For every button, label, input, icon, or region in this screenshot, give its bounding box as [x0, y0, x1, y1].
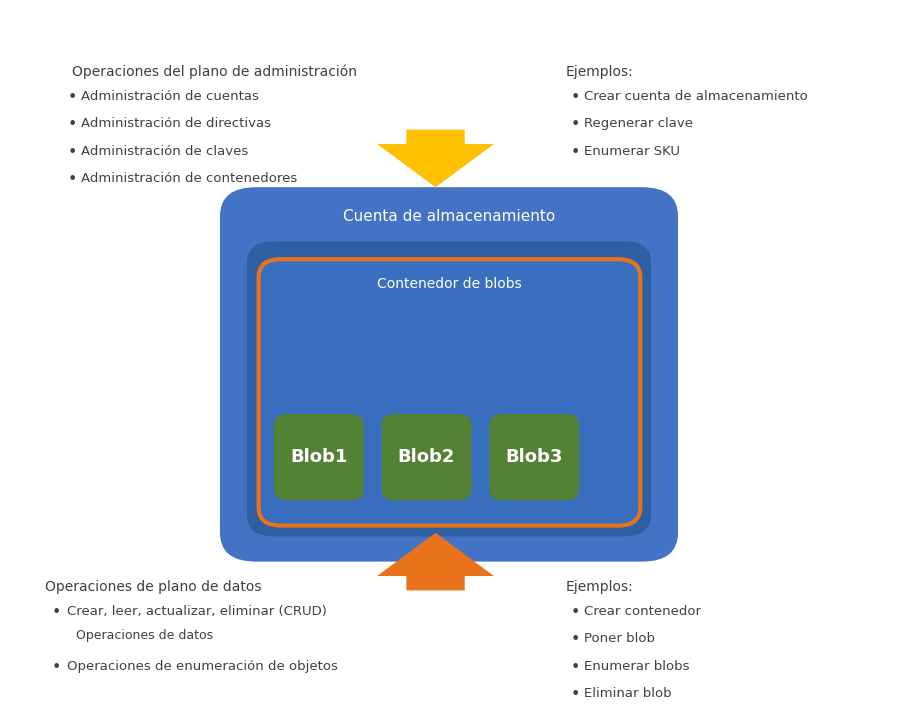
FancyBboxPatch shape	[489, 414, 579, 500]
Text: Contenedor de blobs: Contenedor de blobs	[377, 277, 522, 291]
Text: Ejemplos:: Ejemplos:	[566, 580, 633, 593]
Text: •: •	[570, 90, 579, 105]
Text: Enumerar SKU: Enumerar SKU	[584, 145, 680, 158]
FancyBboxPatch shape	[247, 241, 651, 536]
Text: Cuenta de almacenamiento: Cuenta de almacenamiento	[343, 209, 555, 224]
Text: Regenerar clave: Regenerar clave	[584, 117, 692, 130]
Text: Crear contenedor: Crear contenedor	[584, 605, 700, 618]
Text: Operaciones del plano de administración: Operaciones del plano de administración	[72, 65, 357, 79]
FancyBboxPatch shape	[220, 187, 678, 562]
Polygon shape	[377, 130, 494, 187]
Text: Operaciones de plano de datos: Operaciones de plano de datos	[45, 580, 261, 593]
Text: •: •	[570, 605, 579, 620]
Text: Blob3: Blob3	[506, 448, 563, 467]
Text: Operaciones de datos: Operaciones de datos	[76, 629, 214, 642]
Text: Poner blob: Poner blob	[584, 632, 655, 645]
Text: Crear cuenta de almacenamiento: Crear cuenta de almacenamiento	[584, 90, 807, 103]
Text: •: •	[67, 90, 76, 105]
Text: •: •	[52, 605, 61, 620]
Text: •: •	[570, 687, 579, 702]
FancyBboxPatch shape	[259, 259, 640, 526]
Text: Administración de claves: Administración de claves	[81, 145, 248, 158]
Polygon shape	[377, 533, 494, 590]
Text: Administración de contenedores: Administración de contenedores	[81, 172, 297, 185]
Text: •: •	[52, 660, 61, 675]
Text: Enumerar blobs: Enumerar blobs	[584, 660, 689, 672]
Text: Administración de cuentas: Administración de cuentas	[81, 90, 259, 103]
Text: Operaciones de enumeración de objetos: Operaciones de enumeración de objetos	[67, 660, 339, 672]
FancyBboxPatch shape	[274, 414, 364, 500]
Text: Blob2: Blob2	[398, 448, 455, 467]
Text: Blob1: Blob1	[290, 448, 348, 467]
Text: •: •	[570, 632, 579, 647]
Text: •: •	[570, 660, 579, 675]
Text: •: •	[67, 145, 76, 160]
Text: Ejemplos:: Ejemplos:	[566, 65, 633, 78]
Text: Crear, leer, actualizar, eliminar (CRUD): Crear, leer, actualizar, eliminar (CRUD)	[67, 605, 327, 618]
Text: •: •	[67, 172, 76, 187]
Text: Administración de directivas: Administración de directivas	[81, 117, 271, 130]
FancyBboxPatch shape	[382, 414, 471, 500]
Text: •: •	[570, 145, 579, 160]
Text: •: •	[570, 117, 579, 132]
Text: •: •	[67, 117, 76, 132]
Text: Eliminar blob: Eliminar blob	[584, 687, 672, 700]
